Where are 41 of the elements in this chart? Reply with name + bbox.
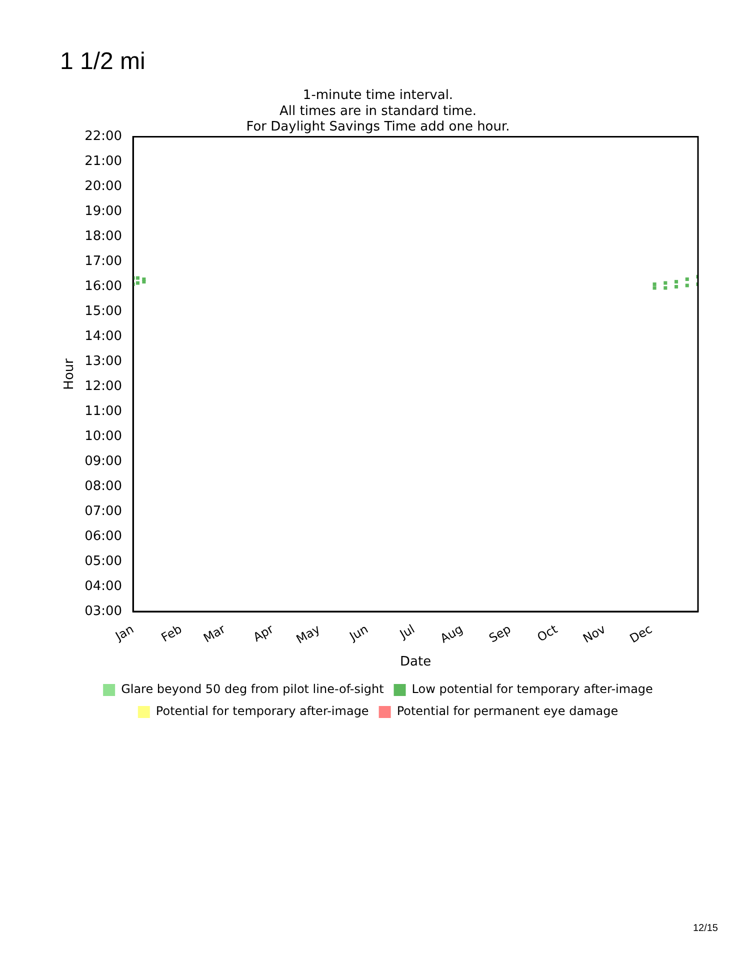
y-tick-label: 17:00 xyxy=(84,254,122,270)
text: 12/15 xyxy=(692,923,718,934)
legend-label: Potential for permanent eye damage xyxy=(396,704,618,718)
y-tick-label: 18:00 xyxy=(84,229,122,244)
y-tick-label: 05:00 xyxy=(84,554,122,569)
x-tick-label: Nov xyxy=(580,622,608,646)
y-tick-label: 06:00 xyxy=(84,528,122,544)
y-tick-label: 11:00 xyxy=(84,404,122,420)
y-tick-label: 19:00 xyxy=(84,204,122,220)
x-tick-label: Oct xyxy=(534,622,560,644)
y-tick-label: 10:00 xyxy=(84,429,122,444)
y-tick-label: 09:00 xyxy=(84,454,122,469)
y-axis-title: Hour xyxy=(62,358,78,390)
y-tick-label: 03:00 xyxy=(84,604,122,619)
legend-label: Low potential for temporary after-image xyxy=(412,682,653,696)
y-tick-label: 21:00 xyxy=(84,154,122,170)
y-tick-label: 14:00 xyxy=(84,329,122,344)
chart-title: 1 1/2 mi xyxy=(60,48,146,76)
x-tick-label: Feb xyxy=(158,622,184,645)
x-tick-label: Jun xyxy=(346,622,370,644)
x-tick-label: Apr xyxy=(250,622,276,644)
y-tick-label: 20:00 xyxy=(84,179,122,194)
y-tick-label: 12:00 xyxy=(84,379,122,394)
chart-subtitle: 1-minute time interval. All times are in standard time. For Daylight Savings Time add one hour. xyxy=(246,88,510,134)
x-axis-title: Date xyxy=(400,654,432,670)
y-tick-label: 22:00 xyxy=(84,129,122,144)
y-tick-label: 08:00 xyxy=(84,478,122,494)
x-tick-label: Dec xyxy=(627,622,654,646)
y-tick-label: 07:00 xyxy=(84,504,122,519)
y-tick-label: 04:00 xyxy=(84,578,122,594)
y-tick-label: 15:00 xyxy=(84,304,122,320)
legend-label: Potential for temporary after-image xyxy=(156,704,369,718)
y-tick-label: 13:00 xyxy=(84,354,122,370)
x-tick-label: Mar xyxy=(201,622,228,646)
x-tick-label: Jul xyxy=(396,622,418,642)
x-tick-label: Aug xyxy=(438,622,466,646)
x-tick-label: May xyxy=(294,622,322,646)
legend-label: Glare beyond 50 deg from pilot line-of-sight xyxy=(121,682,384,696)
x-tick-label: Sep xyxy=(486,622,514,646)
y-tick-label: 16:00 xyxy=(84,279,122,294)
x-tick-label: Jan xyxy=(112,622,136,644)
